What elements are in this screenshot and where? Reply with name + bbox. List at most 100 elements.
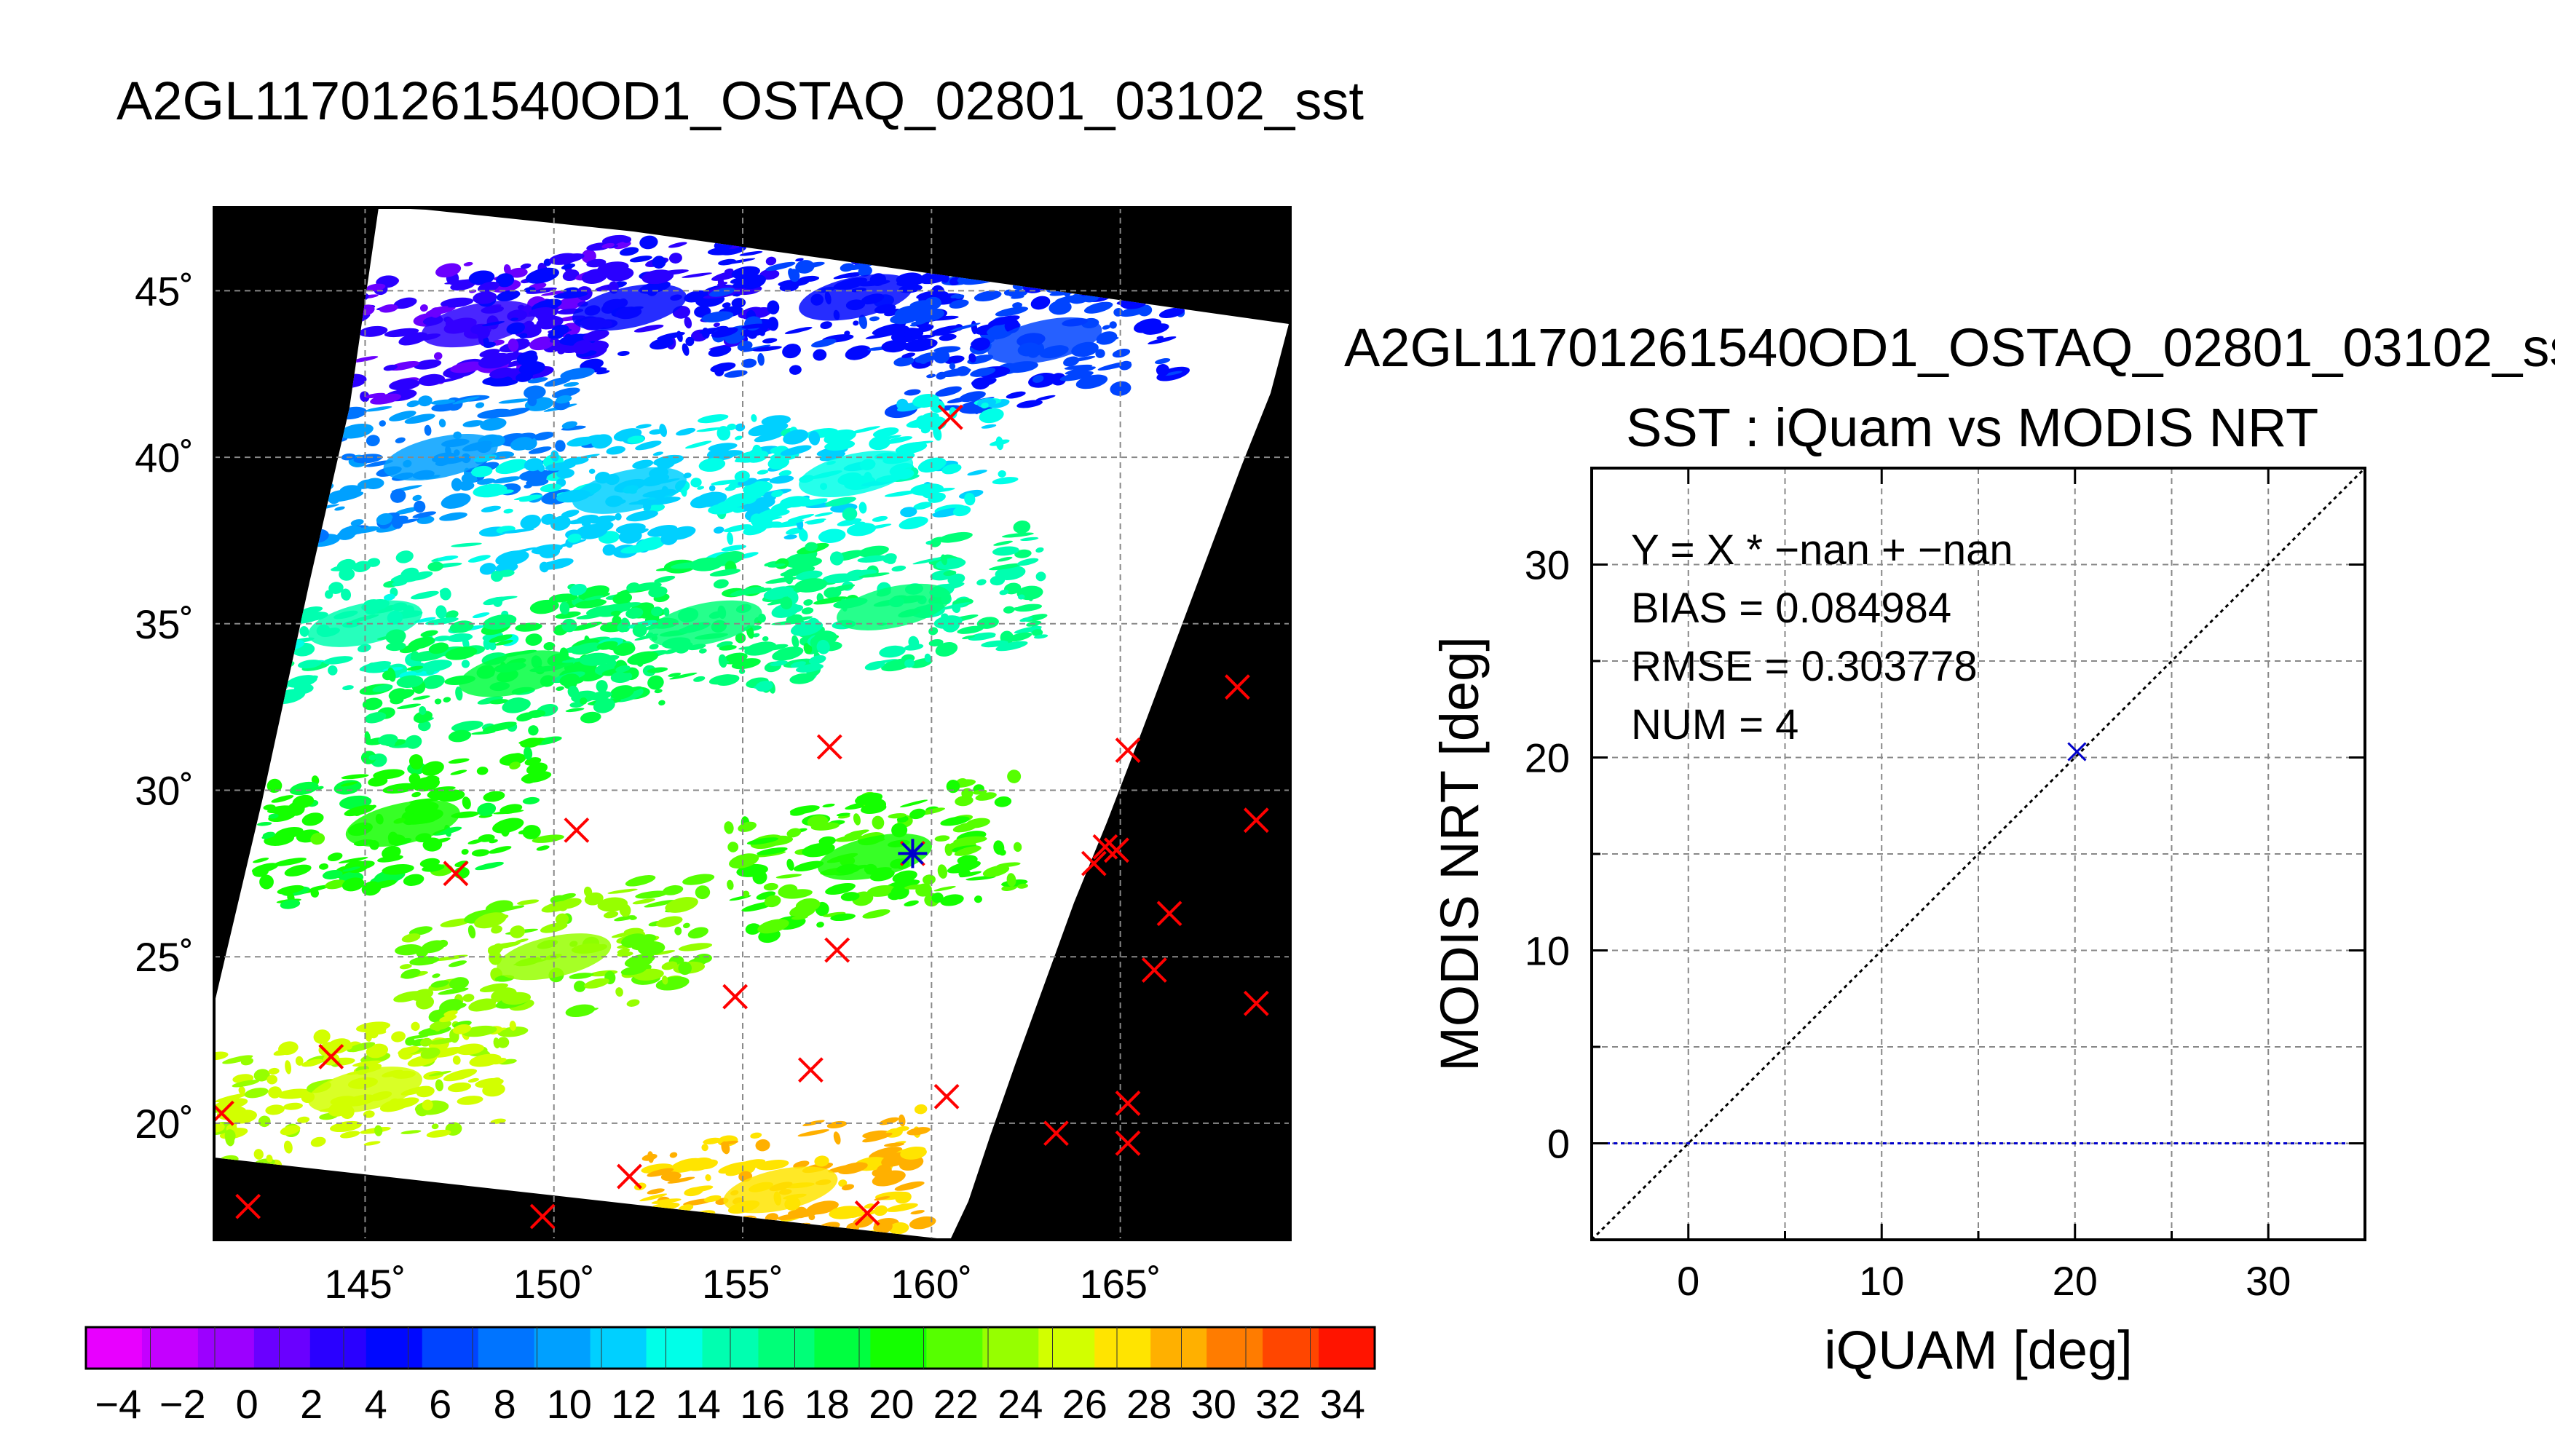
sst-patch: [756, 891, 776, 900]
sst-patch: [791, 635, 799, 649]
sst-patch: [478, 281, 499, 293]
sst-patch: [944, 355, 965, 365]
sst-patch: [706, 447, 729, 459]
sst-patch: [463, 261, 473, 266]
sst-patch: [858, 545, 889, 558]
sst-patch: [904, 644, 924, 651]
sst-patch: [789, 673, 816, 684]
sst-patch: [1158, 307, 1185, 319]
sst-patch: [473, 454, 497, 462]
sst-patch: [933, 615, 963, 629]
sst-patch: [962, 635, 976, 639]
sst-patch: [853, 813, 861, 826]
sst-patch: [904, 659, 915, 668]
sst-patch: [477, 408, 512, 419]
sst-patch: [1095, 349, 1105, 358]
sst-patch: [912, 394, 940, 408]
sst-patch: [527, 377, 548, 384]
sst-patch: [1109, 321, 1117, 329]
sst-patch: [400, 567, 419, 580]
sst-patch: [353, 454, 383, 464]
sst-patch: [627, 435, 644, 444]
sst-patch: [858, 502, 867, 514]
sst-patch: [727, 423, 737, 430]
sst-patch: [419, 304, 428, 312]
sst-patch: [995, 641, 1028, 652]
sst-patch: [395, 437, 406, 443]
sst-patch: [949, 299, 969, 309]
sst-patch: [711, 479, 740, 486]
sst-patch: [652, 256, 666, 269]
sst-patch: [450, 361, 485, 373]
sst-patch: [364, 712, 387, 724]
sst-patch: [503, 508, 513, 514]
sst-patch: [609, 685, 634, 700]
sst-patch: [823, 911, 846, 917]
sst-patch: [338, 857, 368, 863]
sst-patch: [967, 470, 987, 476]
sst-patch: [822, 573, 856, 584]
sst-patch: [544, 376, 572, 387]
sst-patch: [471, 465, 493, 478]
sst-patch: [684, 316, 692, 329]
sst-patch: [795, 898, 821, 912]
sst-patch: [690, 478, 702, 488]
sst-patch: [693, 676, 706, 682]
scatter-y-tick-label: 0: [1547, 1121, 1570, 1167]
sst-patch: [486, 596, 518, 602]
sst-patch: [764, 561, 778, 567]
sst-patch: [543, 558, 574, 570]
sst-patch: [771, 490, 783, 498]
sst-patch: [933, 346, 961, 353]
scatter-x-tick-label: 30: [2246, 1258, 2291, 1304]
sst-core: [799, 450, 914, 497]
sst-patch: [420, 630, 438, 637]
sst-patch: [496, 290, 521, 301]
sst-patch: [452, 396, 480, 405]
sst-patch: [473, 291, 497, 304]
sst-patch: [435, 605, 447, 619]
sst-patch: [654, 575, 676, 583]
sst-patch: [1133, 318, 1162, 333]
sst-patch: [550, 515, 571, 531]
sst-patch: [389, 379, 420, 391]
sst-patch: [481, 505, 502, 513]
sst-patch: [596, 641, 618, 650]
sst-patch: [396, 675, 424, 688]
sst-patch: [994, 796, 1012, 807]
sst-patch: [445, 646, 478, 660]
scatter-annotation: NUM = 4: [1631, 701, 1798, 748]
sst-patch: [376, 513, 393, 526]
sst-patch: [883, 436, 913, 444]
sst-patch: [988, 315, 1020, 326]
sst-patch: [626, 582, 641, 593]
sst-patch: [536, 845, 550, 851]
sst-patch: [1014, 549, 1032, 558]
sst-patch: [273, 858, 307, 866]
sst-patch: [663, 607, 670, 617]
sst-patch: [1016, 400, 1043, 408]
sst-patch: [551, 324, 569, 336]
scatter-annotation: Y = X * −nan + −nan: [1631, 526, 2013, 574]
sst-patch: [775, 874, 802, 879]
sst-patch: [606, 446, 625, 455]
sst-patch: [953, 836, 987, 844]
sst-patch: [748, 424, 773, 437]
sst-patch: [763, 586, 794, 600]
sst-patch: [617, 351, 630, 356]
sst-patch: [495, 459, 528, 475]
sst-patch: [561, 618, 577, 633]
sst-patch: [259, 874, 274, 890]
sst-patch: [822, 803, 835, 808]
sst-patch: [529, 336, 555, 351]
sst-patch: [379, 304, 398, 313]
sst-patch: [844, 331, 850, 336]
sst-patch: [864, 661, 885, 670]
sst-patch: [601, 242, 615, 249]
sst-patch: [920, 427, 931, 434]
sst-patch: [695, 491, 727, 507]
sst-patch: [974, 895, 982, 903]
sst-patch: [589, 515, 617, 524]
sst-patch: [818, 529, 846, 543]
sst-patch: [424, 424, 432, 436]
